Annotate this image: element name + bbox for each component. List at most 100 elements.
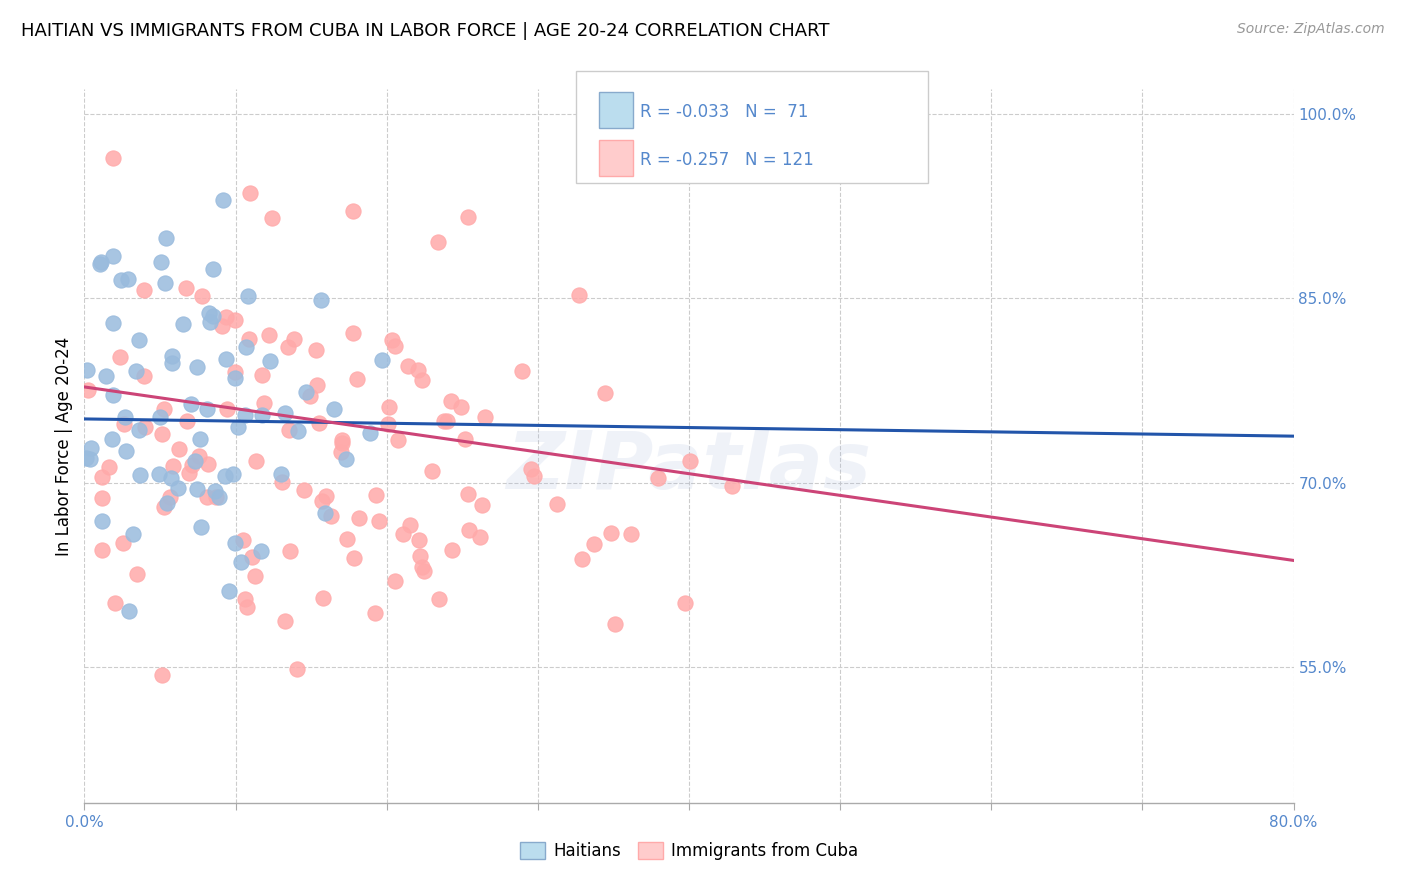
Point <box>427 591 450 606</box>
Point <box>295 385 318 400</box>
Point <box>523 468 546 483</box>
Point <box>149 410 172 425</box>
Point <box>436 414 458 428</box>
Point <box>190 289 212 303</box>
Point <box>315 489 337 503</box>
Point <box>202 261 225 276</box>
Point <box>330 445 353 459</box>
Point <box>198 306 221 320</box>
Point <box>217 401 239 416</box>
Point <box>270 467 292 481</box>
Point <box>406 363 429 377</box>
Point <box>174 281 197 295</box>
Point <box>512 364 534 378</box>
Point <box>392 527 415 541</box>
Point <box>647 471 669 485</box>
Point <box>308 417 330 431</box>
Point <box>104 595 127 609</box>
Point <box>342 204 364 219</box>
Point <box>197 457 219 471</box>
Point <box>283 332 305 346</box>
Point <box>312 591 335 605</box>
Point <box>236 599 259 614</box>
Point <box>166 481 188 495</box>
Point <box>720 478 742 492</box>
Point <box>411 373 433 387</box>
Point <box>384 574 406 588</box>
Point <box>458 523 481 537</box>
Point <box>150 427 173 442</box>
Point <box>593 386 616 401</box>
Point <box>359 425 381 440</box>
Point <box>91 514 114 528</box>
Point <box>311 494 333 508</box>
Point <box>236 288 259 302</box>
Point <box>679 454 702 468</box>
Point <box>233 408 256 422</box>
Legend: Haitians, Immigrants from Cuba: Haitians, Immigrants from Cuba <box>513 836 865 867</box>
Point <box>224 535 246 549</box>
Point <box>114 410 136 425</box>
Point <box>153 276 176 290</box>
Point <box>450 400 472 414</box>
Point <box>568 288 591 302</box>
Point <box>349 511 371 525</box>
Point <box>277 340 299 354</box>
Point <box>101 151 124 165</box>
Point <box>222 467 245 481</box>
Point <box>387 433 409 447</box>
Point <box>155 230 177 244</box>
Point <box>204 484 226 499</box>
Point <box>457 210 479 224</box>
Text: HAITIAN VS IMMIGRANTS FROM CUBA IN LABOR FORCE | AGE 20-24 CORRELATION CHART: HAITIAN VS IMMIGRANTS FROM CUBA IN LABOR… <box>21 22 830 40</box>
Point <box>471 498 494 512</box>
Point <box>148 467 170 482</box>
Point <box>122 527 145 541</box>
Point <box>212 193 235 207</box>
Point <box>169 442 191 457</box>
Point <box>474 410 496 425</box>
Point <box>364 607 387 621</box>
Point <box>118 604 141 618</box>
Point <box>343 551 366 566</box>
Point <box>211 318 233 333</box>
Point <box>571 551 593 566</box>
Point <box>270 475 292 489</box>
Point <box>208 490 231 504</box>
Point <box>181 458 204 473</box>
Point <box>97 460 120 475</box>
Point <box>250 544 273 558</box>
Text: R = -0.257   N = 121: R = -0.257 N = 121 <box>640 151 814 169</box>
Text: R = -0.033   N =  71: R = -0.033 N = 71 <box>640 103 808 120</box>
Point <box>368 514 391 528</box>
Point <box>278 423 301 437</box>
Point <box>90 254 112 268</box>
Point <box>257 327 280 342</box>
Point <box>128 423 150 437</box>
Point <box>409 549 432 564</box>
Y-axis label: In Labor Force | Age 20-24: In Labor Force | Age 20-24 <box>55 336 73 556</box>
Point <box>162 356 184 370</box>
Point <box>673 596 696 610</box>
Point <box>420 464 443 478</box>
Point <box>79 451 101 466</box>
Point <box>190 432 212 446</box>
Point <box>468 530 491 544</box>
Point <box>218 584 240 599</box>
Point <box>260 211 283 225</box>
Point <box>399 517 422 532</box>
Point <box>582 537 605 551</box>
Point <box>408 533 430 547</box>
Point <box>101 249 124 263</box>
Point <box>378 401 401 415</box>
Point <box>546 498 568 512</box>
Point <box>190 520 212 534</box>
Point <box>620 527 643 541</box>
Point <box>457 487 479 501</box>
Point <box>156 496 179 510</box>
Point <box>335 452 357 467</box>
Point <box>292 483 315 497</box>
Point <box>342 326 364 340</box>
Point <box>91 543 114 558</box>
Point <box>160 349 183 363</box>
